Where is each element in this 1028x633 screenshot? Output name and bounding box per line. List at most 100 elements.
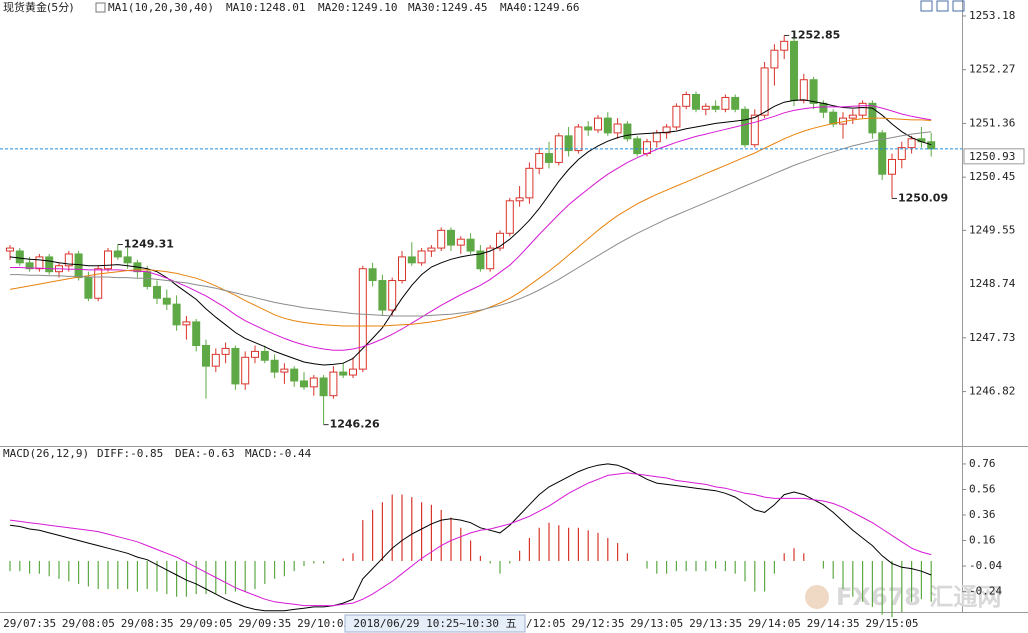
candle-body bbox=[84, 277, 93, 299]
last-price-box bbox=[963, 148, 1025, 165]
legend-item: DIFF:-0.85 bbox=[97, 447, 163, 460]
legend-item: MA40:1249.66 bbox=[500, 1, 579, 14]
indicator-icon[interactable] bbox=[95, 2, 106, 13]
y-tick-label: 1253.18 bbox=[969, 9, 1015, 22]
candle-body bbox=[143, 271, 152, 287]
candle-body bbox=[623, 123, 632, 140]
watermark: FX678 汇通网 bbox=[805, 583, 1001, 611]
candle-body bbox=[927, 141, 936, 150]
watermark-text: FX678 汇通网 bbox=[836, 583, 1001, 611]
y-tick-label: 0.16 bbox=[969, 534, 996, 547]
indicator-label: MA1(10,20,30,40) bbox=[108, 1, 214, 14]
candle-body bbox=[378, 280, 387, 311]
candle-body bbox=[192, 321, 201, 347]
candle-body bbox=[339, 371, 348, 376]
candle-body bbox=[25, 262, 34, 270]
chart-title: 现货黄金(5分) bbox=[3, 0, 74, 14]
candle-body bbox=[251, 350, 259, 358]
candle-body bbox=[94, 268, 103, 299]
y-tick-label: 0.36 bbox=[969, 508, 996, 521]
icon[interactable] bbox=[952, 0, 965, 12]
candle-body bbox=[731, 96, 740, 110]
candle-body bbox=[349, 368, 357, 376]
candle-body bbox=[564, 135, 573, 152]
candle-body bbox=[535, 153, 544, 169]
x-tick-label: 29/09:35 bbox=[238, 617, 291, 630]
legend-item: MA20:1249.10 bbox=[318, 1, 397, 14]
candle-body bbox=[858, 102, 867, 116]
y-tick-label: 1249.55 bbox=[969, 223, 1015, 236]
candle-body bbox=[505, 200, 514, 234]
candle-body bbox=[682, 93, 691, 107]
candle-body bbox=[280, 368, 289, 373]
y-tick-label: 1247.73 bbox=[969, 331, 1015, 344]
candle-body bbox=[770, 49, 779, 69]
marker-price-label: 1248.74 bbox=[969, 277, 1016, 290]
extreme-label: 1250.09 bbox=[898, 191, 948, 204]
candle-body bbox=[525, 167, 534, 199]
candle-body bbox=[721, 96, 730, 110]
candle-body bbox=[104, 250, 112, 270]
candle-body bbox=[878, 132, 887, 175]
candle-body bbox=[172, 303, 181, 326]
candle-body bbox=[741, 108, 749, 146]
candle-body bbox=[692, 93, 700, 110]
ma-line bbox=[9, 99, 932, 366]
candle-body bbox=[437, 229, 446, 249]
candle-body bbox=[486, 247, 495, 270]
candle-body bbox=[260, 350, 269, 361]
candle-body bbox=[202, 345, 210, 367]
candle-body bbox=[407, 256, 416, 264]
icon[interactable] bbox=[920, 0, 933, 12]
candle-body bbox=[790, 40, 798, 101]
candle-body bbox=[907, 138, 916, 149]
candle-body bbox=[672, 105, 681, 128]
candle-body bbox=[45, 256, 54, 273]
icon[interactable] bbox=[936, 0, 949, 12]
candle-body bbox=[74, 253, 83, 279]
crosshair-label: 2018/06/29 10:25~10:30 五 bbox=[353, 617, 516, 630]
candle-body bbox=[603, 117, 612, 134]
y-tick-label: 1251.36 bbox=[969, 116, 1015, 129]
candle-body bbox=[388, 280, 397, 311]
plot-area: 1253.18 1252.27 1251.36 1250.45 1249.55 1247.… bbox=[0, 9, 1025, 630]
candle-body bbox=[829, 111, 838, 125]
y-tick-label: -0.24 bbox=[969, 585, 1002, 598]
ma-line bbox=[10, 131, 932, 317]
y-tick-label: 1252.27 bbox=[969, 63, 1015, 76]
candle-body bbox=[6, 247, 14, 252]
x-tick-label: 29/09:05 bbox=[180, 617, 233, 630]
candle-body bbox=[476, 250, 485, 270]
candle-body bbox=[290, 368, 299, 382]
candle-body bbox=[711, 105, 720, 110]
candle-body bbox=[897, 147, 906, 160]
ma-line bbox=[9, 117, 932, 327]
candle-body bbox=[221, 347, 230, 355]
candle-body bbox=[329, 371, 338, 397]
y-tick-label: 0.56 bbox=[969, 482, 996, 495]
candle-body bbox=[231, 347, 240, 385]
candle-body bbox=[515, 197, 524, 202]
candle-body bbox=[162, 297, 171, 305]
x-tick-label: 29/10:05 bbox=[297, 617, 350, 630]
candle-body bbox=[750, 114, 759, 146]
y-tick-label: 1246.82 bbox=[969, 385, 1015, 398]
candle-body bbox=[447, 229, 455, 246]
y-tick-label: 0.76 bbox=[969, 457, 996, 470]
legend-item: DEA:-0.63 bbox=[175, 447, 235, 460]
candle-body bbox=[113, 250, 122, 258]
candle-body bbox=[574, 126, 583, 152]
candle-body bbox=[888, 158, 896, 175]
last-price-label: 1250.93 bbox=[969, 150, 1015, 163]
candle-body bbox=[211, 353, 220, 367]
candle-body bbox=[780, 40, 789, 51]
watermark-logo bbox=[805, 585, 829, 609]
candle-body bbox=[182, 321, 191, 326]
extreme-label: 1249.31 bbox=[124, 238, 174, 251]
ma-line bbox=[10, 105, 932, 351]
candle-body bbox=[319, 377, 328, 397]
legend-item: MA10:1248.01 bbox=[226, 1, 305, 14]
candle-body bbox=[633, 138, 642, 155]
macd-title: MACD(26,12,9) bbox=[3, 447, 89, 460]
